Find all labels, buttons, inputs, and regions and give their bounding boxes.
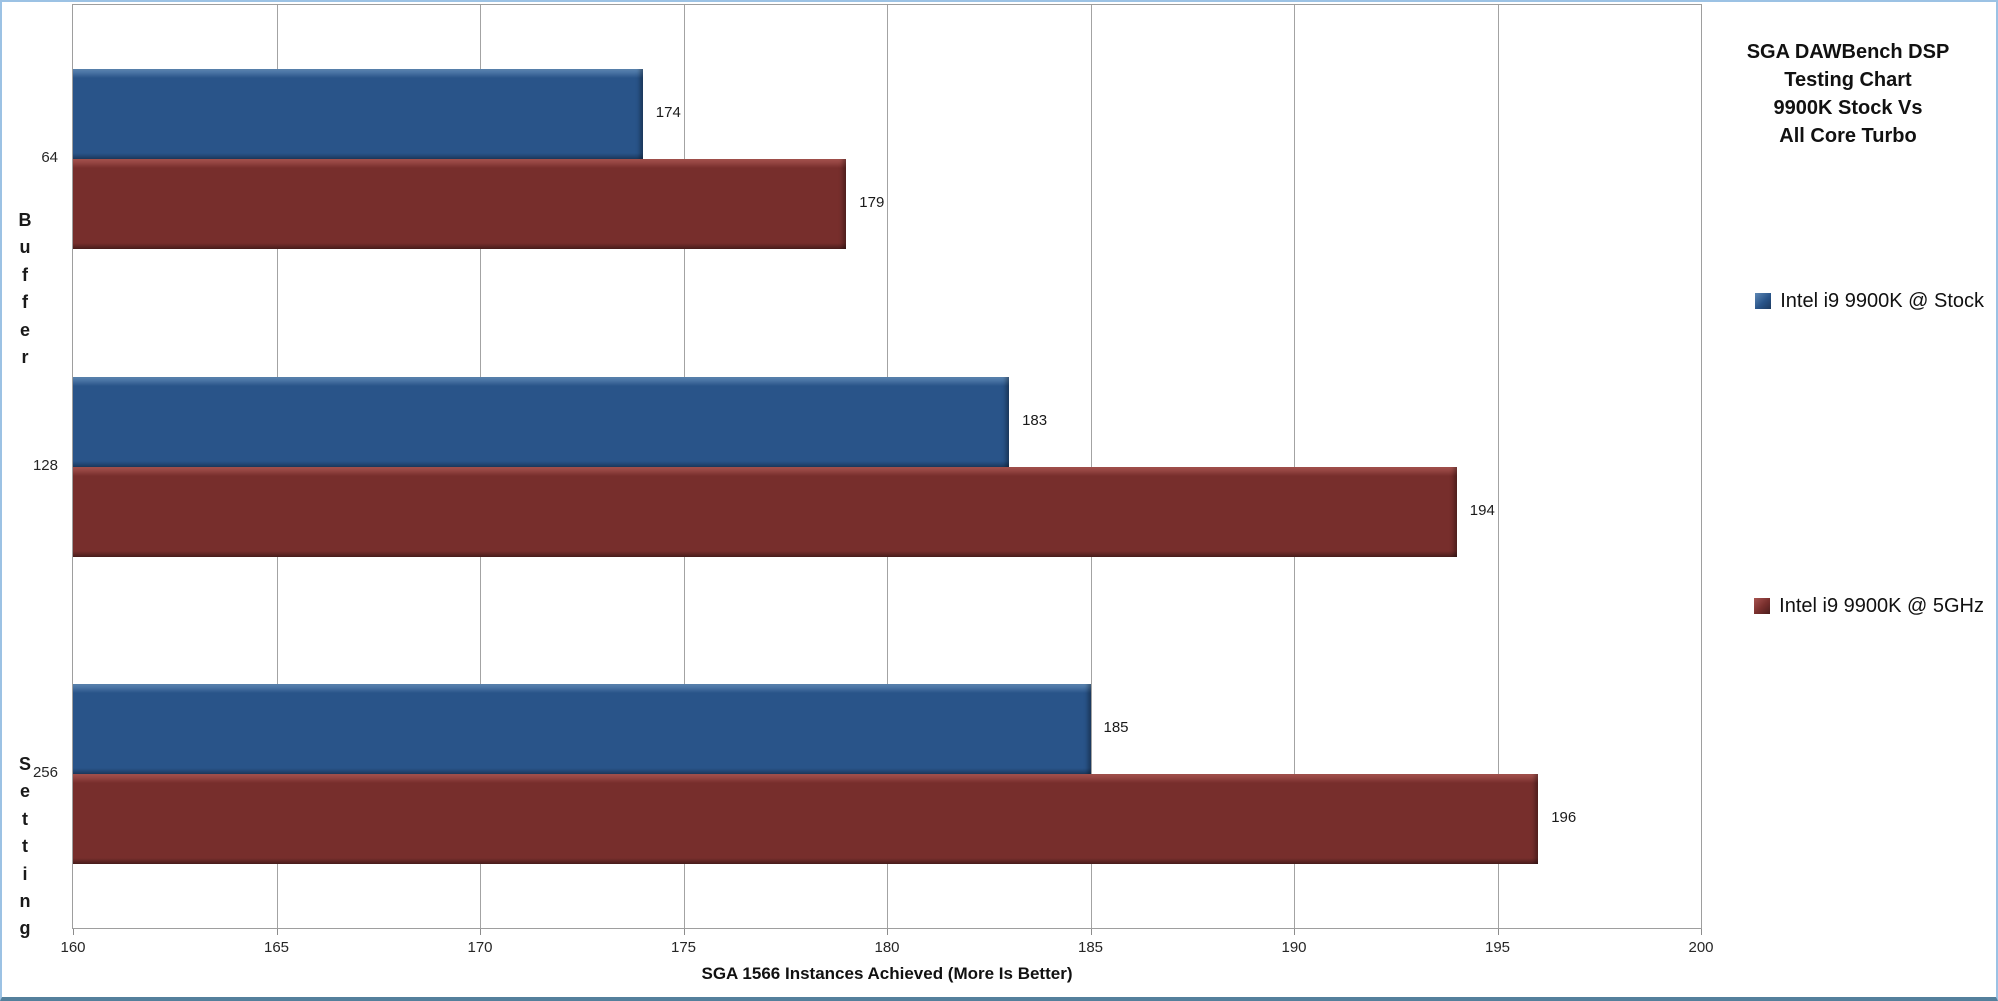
y-axis-title-letter: g xyxy=(19,918,31,939)
y-axis-title-letter: r xyxy=(21,347,29,367)
plot-area xyxy=(72,4,1702,929)
axis-tick xyxy=(1497,929,1499,935)
x-tick-label: 160 xyxy=(60,939,86,956)
x-tick-label: 200 xyxy=(1688,939,1714,956)
x-axis-title: SGA 1566 Instances Achieved (More Is Bet… xyxy=(701,964,1073,983)
value-label: 194 xyxy=(1469,501,1495,519)
chart-title-line: SGA DAWBench DSP xyxy=(1746,41,1950,63)
legend-marker-5ghz-icon xyxy=(1754,598,1771,614)
legend-marker-stock-icon xyxy=(1755,293,1772,309)
x-tick-label: 190 xyxy=(1281,939,1307,956)
value-label: 196 xyxy=(1551,809,1577,827)
value-label: 185 xyxy=(1103,719,1129,737)
axis-tick xyxy=(73,929,74,935)
x-tick-label: 170 xyxy=(467,939,493,956)
value-label: 174 xyxy=(655,103,681,121)
bar-64-stock xyxy=(73,68,643,159)
legend-label: Intel i9 9900K @ 5GHz xyxy=(1779,594,1984,617)
y-axis-title-letter: t xyxy=(22,808,28,829)
axis-tick xyxy=(480,929,481,935)
bar-256-5ghz xyxy=(73,774,1539,865)
y-axis-title-letter: u xyxy=(19,237,31,258)
x-tick-label: 195 xyxy=(1484,939,1511,956)
category-label: 64 xyxy=(41,148,58,166)
legend-label: Intel i9 9900K @ Stock xyxy=(1780,289,1984,312)
y-axis-title-letter: i xyxy=(22,863,28,884)
bar-64-5ghz xyxy=(73,158,847,249)
value-label: 183 xyxy=(1022,411,1048,429)
x-tick-label: 185 xyxy=(1077,939,1104,956)
chart-title-line: 9900K Stock Vs xyxy=(1773,97,1923,119)
category-label: 128 xyxy=(32,456,58,474)
bar-128-stock xyxy=(73,376,1010,467)
y-axis-title-letter: e xyxy=(19,781,30,802)
chart-title-line: Testing Chart xyxy=(1784,69,1912,91)
axis-tick xyxy=(276,929,278,935)
y-axis-title-letter: t xyxy=(22,836,28,857)
x-tick-label: 175 xyxy=(670,939,697,956)
bar-128-5ghz xyxy=(73,466,1457,557)
y-axis-title-letter: f xyxy=(22,264,28,285)
chart-title-line: All Core Turbo xyxy=(1779,125,1917,147)
y-axis-title-letter: B xyxy=(18,210,32,230)
axis-tick xyxy=(683,929,685,935)
axis-tick xyxy=(1090,929,1092,935)
axis-tick xyxy=(1701,929,1702,935)
y-axis-title-letter: S xyxy=(18,754,31,774)
gridline xyxy=(1497,5,1499,928)
chart-title: SGA DAWBench DSP Testing Chart 9900K Sto… xyxy=(1702,38,1994,150)
category-label: 256 xyxy=(32,764,58,782)
axis-tick xyxy=(1294,929,1295,935)
y-axis-title-letter: f xyxy=(22,292,28,313)
value-label: 179 xyxy=(859,193,885,211)
y-axis-title-letter: n xyxy=(19,891,31,911)
axis-tick xyxy=(887,929,888,935)
x-tick-label: 180 xyxy=(874,939,900,956)
x-tick-label: 165 xyxy=(263,939,290,956)
y-axis-title-letter: e xyxy=(19,319,30,340)
legend-entry-stock: Intel i9 9900K @ Stock xyxy=(1755,289,1984,313)
bar-256-stock xyxy=(73,684,1091,775)
legend-entry-5ghz: Intel i9 9900K @ 5GHz xyxy=(1754,594,1984,618)
